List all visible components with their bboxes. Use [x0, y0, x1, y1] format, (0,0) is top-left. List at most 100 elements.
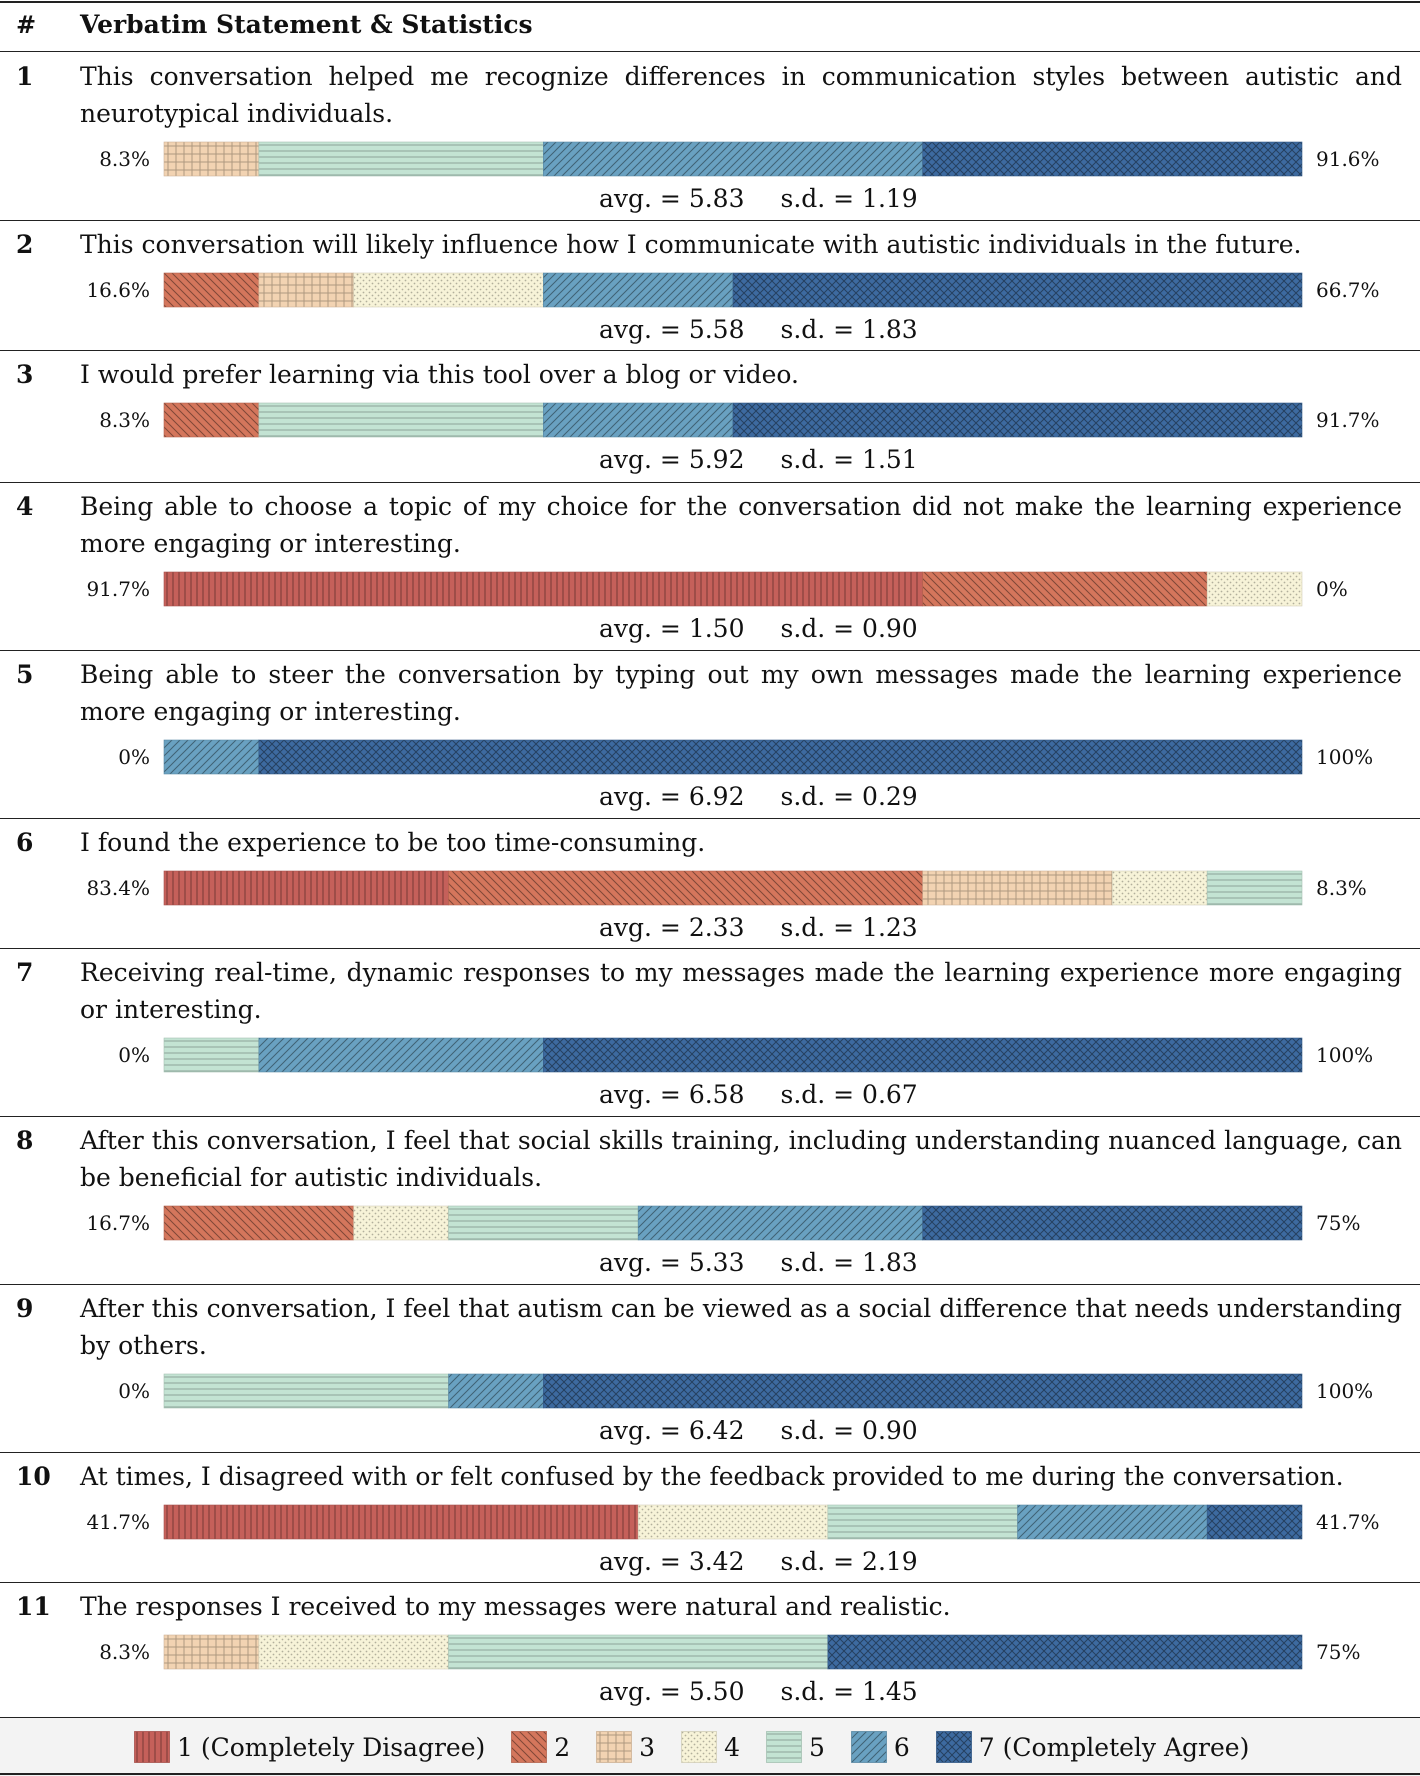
bar-segment-level-3	[163, 141, 260, 177]
legend-label: 3	[639, 1732, 656, 1762]
standard-deviation-value: s.d. = 2.19	[780, 1547, 918, 1576]
legend: 1 (Completely Disagree) 2 3 4 5 6 7 (Completel…	[0, 1718, 1420, 1776]
stacked-bar	[163, 141, 1303, 177]
statistics: avg. = 3.42 s.d. = 2.19	[599, 1547, 918, 1576]
statement-row-8: 8 After this conversation, I feel that so…	[0, 1116, 1420, 1284]
bar-segment-level-6	[543, 272, 734, 308]
statement-text: Being able to steer the conversation by …	[80, 660, 1402, 726]
legend-label: 6	[893, 1732, 910, 1762]
average-value: avg. = 5.33	[599, 1248, 745, 1277]
statement-text: At times, I disagreed with or felt confu…	[80, 1462, 1344, 1491]
disagree-percent-label: 8.3%	[99, 147, 150, 171]
bar-segment-level-1	[163, 870, 449, 906]
statement-text: Receiving real-time, dynamic responses t…	[80, 958, 1402, 1024]
row-divider	[0, 1284, 1420, 1285]
row-divider	[0, 220, 1420, 221]
statement-text: This conversation will likely influence …	[80, 230, 1302, 259]
bar-segment-level-5	[163, 1373, 449, 1409]
bar-segment-level-2	[163, 272, 260, 308]
bar-segment-level-4	[353, 272, 544, 308]
agree-percent-label: 41.7%	[1316, 1510, 1380, 1534]
bar-segment-level-6	[258, 1037, 544, 1073]
statement-row-5: 5 Being able to steer the conversation by…	[0, 650, 1420, 818]
legend-label: 1 (Completely Disagree)	[177, 1732, 486, 1762]
bar-segment-level-7	[1206, 1504, 1303, 1540]
standard-deviation-value: s.d. = 1.83	[780, 315, 918, 344]
row-divider	[0, 650, 1420, 651]
bar-segment-level-3	[163, 1634, 260, 1670]
disagree-percent-label: 91.7%	[86, 577, 150, 601]
statement-number: 1	[16, 62, 34, 91]
statement-text: I found the experience to be too time-co…	[80, 828, 706, 857]
legend-item-7: 7 (Completely Agree)	[935, 1731, 1249, 1763]
bar-segment-level-2	[163, 402, 260, 438]
disagree-percent-label: 16.6%	[86, 278, 150, 302]
bar-segment-level-2	[448, 870, 923, 906]
agree-percent-label: 91.7%	[1316, 408, 1380, 432]
statistics: avg. = 5.58 s.d. = 1.83	[599, 315, 918, 344]
stacked-bar	[163, 1634, 1303, 1670]
standard-deviation-value: s.d. = 0.90	[780, 1416, 918, 1445]
average-value: avg. = 6.42	[599, 1416, 745, 1445]
legend-swatch	[935, 1731, 972, 1763]
disagree-percent-label: 0%	[118, 745, 150, 769]
bar-segment-level-5	[448, 1205, 639, 1241]
stacked-bar	[163, 1373, 1303, 1409]
disagree-percent-label: 8.3%	[99, 1640, 150, 1664]
row-divider	[0, 818, 1420, 819]
stacked-bar	[163, 870, 1303, 906]
statement-row-3: 3 I would prefer learning via this tool o…	[0, 350, 1420, 482]
statistics: avg. = 5.92 s.d. = 1.51	[599, 445, 918, 474]
disagree-percent-label: 8.3%	[99, 408, 150, 432]
legend-swatch	[850, 1731, 887, 1763]
standard-deviation-value: s.d. = 0.90	[780, 614, 918, 643]
statistics: avg. = 6.58 s.d. = 0.67	[599, 1080, 918, 1109]
bar-segment-level-7	[732, 272, 1303, 308]
bar-segment-level-6	[543, 141, 923, 177]
agree-percent-label: 100%	[1316, 745, 1374, 769]
legend-item-6: 6	[850, 1731, 910, 1763]
legend-swatch	[681, 1731, 717, 1763]
bar-segment-level-4	[637, 1504, 829, 1540]
statement-row-1: 1 This conversation helped me recognize d…	[0, 52, 1420, 220]
bar-segment-level-6	[163, 739, 260, 775]
statement-number: 7	[16, 958, 34, 987]
statement-text: Being able to choose a topic of my choic…	[80, 492, 1402, 558]
bar-segment-level-4	[353, 1205, 449, 1241]
header-number: #	[16, 10, 37, 39]
average-value: avg. = 2.33	[599, 913, 745, 942]
bar-segment-level-6	[543, 402, 734, 438]
bar-segment-level-4	[1206, 571, 1303, 607]
bar-segment-level-7	[543, 1373, 1303, 1409]
standard-deviation-value: s.d. = 1.51	[780, 445, 918, 474]
legend-swatch	[766, 1731, 802, 1763]
statement-number: 8	[16, 1126, 34, 1155]
statistics: avg. = 2.33 s.d. = 1.23	[599, 913, 918, 942]
disagree-percent-label: 0%	[118, 1379, 150, 1403]
header-title: Verbatim Statement & Statistics	[80, 10, 533, 39]
statement-row-2: 2 This conversation will likely influence…	[0, 220, 1420, 350]
legend-label: 4	[724, 1732, 740, 1762]
average-value: avg. = 5.83	[599, 184, 745, 213]
stacked-bar	[163, 1504, 1303, 1540]
agree-percent-label: 91.6%	[1316, 147, 1380, 171]
statement-text: After this conversation, I feel that aut…	[80, 1294, 1402, 1360]
statement-number: 2	[16, 230, 34, 259]
statement-number: 4	[16, 492, 34, 521]
agree-percent-label: 66.7%	[1316, 278, 1380, 302]
average-value: avg. = 5.50	[599, 1677, 745, 1706]
legend-item-2: 2	[511, 1731, 570, 1763]
statement-number: 6	[16, 828, 34, 857]
bar-segment-level-7	[827, 1634, 1303, 1670]
agree-percent-label: 8.3%	[1316, 876, 1367, 900]
standard-deviation-value: s.d. = 1.19	[780, 184, 918, 213]
bar-segment-level-1	[163, 1504, 639, 1540]
bar-segment-level-5	[1206, 870, 1303, 906]
legend-swatch	[596, 1731, 633, 1763]
row-divider	[0, 1452, 1420, 1453]
agree-percent-label: 0%	[1316, 577, 1348, 601]
disagree-percent-label: 83.4%	[86, 876, 150, 900]
statement-number: 9	[16, 1294, 34, 1323]
bar-segment-level-4	[1112, 870, 1208, 906]
statement-row-9: 9 After this conversation, I feel that au…	[0, 1284, 1420, 1452]
